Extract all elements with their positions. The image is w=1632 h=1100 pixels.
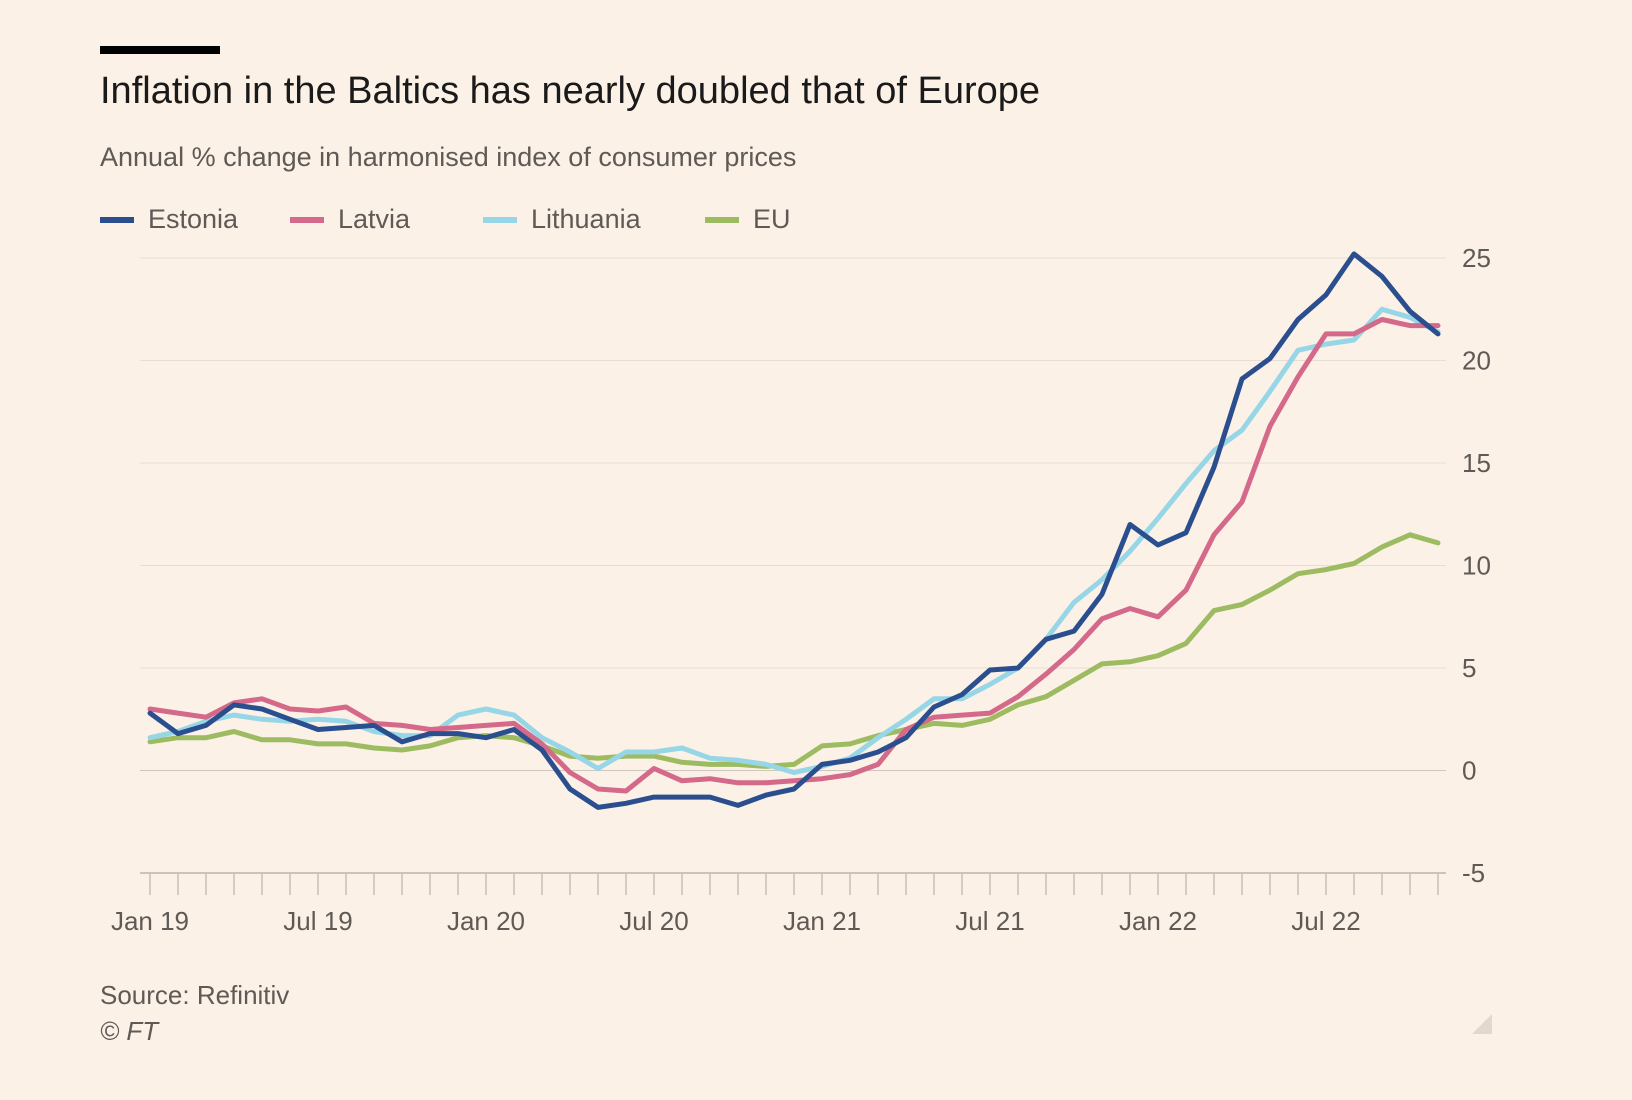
x-tick-label: Jan 22 bbox=[1119, 906, 1197, 936]
y-tick-label: 20 bbox=[1462, 346, 1491, 376]
title-accent-bar bbox=[100, 46, 220, 54]
y-tick-label: 15 bbox=[1462, 448, 1491, 478]
legend-label-estonia: Estonia bbox=[148, 204, 239, 234]
x-tick-label: Jul 20 bbox=[619, 906, 688, 936]
legend-item-estonia: Estonia bbox=[100, 204, 238, 235]
x-tick-label: Jan 21 bbox=[783, 906, 861, 936]
x-tick-label: Jul 21 bbox=[955, 906, 1024, 936]
x-tick-label: Jul 22 bbox=[1291, 906, 1360, 936]
y-tick-label: -5 bbox=[1462, 858, 1485, 888]
x-tick-label: Jan 20 bbox=[447, 906, 525, 936]
chart-title: Inflation in the Baltics has nearly doub… bbox=[100, 70, 1041, 112]
x-tick-label: Jan 19 bbox=[111, 906, 189, 936]
y-tick-label: 10 bbox=[1462, 551, 1491, 581]
legend-swatch-estonia bbox=[100, 216, 134, 223]
legend-item-latvia: Latvia bbox=[290, 204, 410, 235]
legend-label-eu: EU bbox=[753, 204, 791, 234]
series-line-estonia bbox=[147, 251, 1441, 810]
x-tick-label: Jul 19 bbox=[283, 906, 352, 936]
series-line-latvia bbox=[147, 317, 1441, 794]
legend-label-lithuania: Lithuania bbox=[531, 204, 641, 234]
source-note: Source: Refinitiv bbox=[100, 980, 290, 1010]
y-tick-label: 5 bbox=[1462, 653, 1476, 683]
legend-swatch-eu bbox=[705, 216, 739, 223]
legend-item-eu: EU bbox=[705, 204, 791, 235]
legend-swatch-latvia bbox=[290, 216, 324, 223]
y-tick-label: 0 bbox=[1462, 756, 1476, 786]
legend-swatch-lithuania bbox=[483, 216, 517, 223]
legend-label-latvia: Latvia bbox=[338, 204, 411, 234]
series-line-eu bbox=[147, 532, 1441, 769]
copyright-note: © FT bbox=[100, 1016, 159, 1046]
chart-subtitle: Annual % change in harmonised index of c… bbox=[100, 142, 797, 172]
resize-handle-icon[interactable] bbox=[1472, 1014, 1492, 1034]
y-tick-label: 25 bbox=[1462, 243, 1491, 273]
legend-item-lithuania: Lithuania bbox=[483, 204, 641, 235]
